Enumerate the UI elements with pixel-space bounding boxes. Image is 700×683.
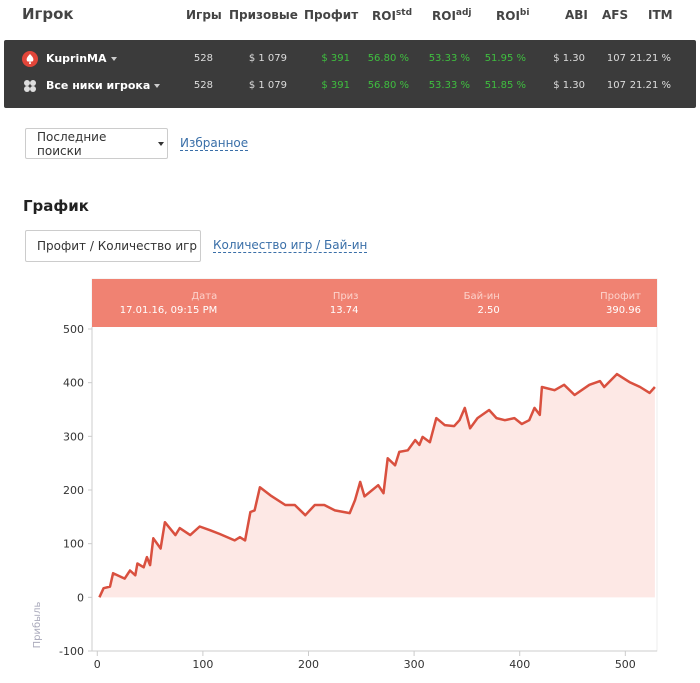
- tooltip-value: 2.50: [477, 305, 500, 316]
- cell: 56.80 %: [367, 53, 409, 64]
- x-tick-label: 200: [298, 658, 319, 671]
- cell: 528: [193, 53, 213, 64]
- header-text: ROI: [496, 9, 520, 23]
- recent-searches-button[interactable]: Последние поиски: [25, 128, 168, 159]
- cell: 51.85 %: [484, 80, 526, 91]
- cell: $ 391: [321, 53, 350, 64]
- tooltip-field: Дата 17.01.16, 09:15 PM: [92, 279, 233, 327]
- header-text: ROI: [372, 9, 396, 23]
- dropdown-arrow: [110, 56, 117, 61]
- nick[interactable]: Все ники игрока: [46, 79, 162, 92]
- site-icon: [22, 51, 38, 67]
- cell: $ 1 079: [248, 53, 287, 64]
- column-header: ROIstd: [372, 8, 412, 23]
- column-header: Игры: [186, 8, 222, 22]
- tooltip-label: Профит: [600, 291, 641, 302]
- cell: $ 1.30: [553, 80, 585, 91]
- favorites-link[interactable]: Избранное: [180, 136, 249, 151]
- nick-name: Все ники игрока: [46, 79, 151, 92]
- tooltip-value: 390.96: [606, 305, 641, 316]
- column-header: Профит: [304, 8, 359, 22]
- tooltip-field: Приз 13.74: [233, 279, 374, 327]
- chart: -100 0 100 200 300 400 500 0 100 200 300 400 500 Приб…: [32, 278, 658, 671]
- cell: 21.21 %: [629, 53, 671, 64]
- tooltip-label: Бай-ин: [463, 291, 500, 302]
- header-sup: adj: [455, 8, 472, 18]
- cell: 107: [606, 80, 626, 91]
- header-sup: std: [395, 8, 413, 18]
- y-axis-label: Прибыль: [32, 602, 43, 649]
- y-tick-label: 0: [77, 591, 84, 604]
- y-tick-label: 100: [63, 538, 84, 551]
- graph-heading: График: [23, 197, 89, 215]
- header-sup: bi: [519, 8, 530, 18]
- tooltip-field: Профит 390.96: [516, 279, 657, 327]
- nick[interactable]: KuprinMA: [46, 52, 119, 65]
- column-header: ROIbi: [496, 8, 529, 23]
- cell: 56.80 %: [367, 80, 409, 91]
- column-header: AFS: [602, 8, 629, 22]
- cell: 107: [606, 53, 626, 64]
- x-tick-label: 500: [615, 658, 636, 671]
- x-tick-label: 300: [404, 658, 425, 671]
- nick-name: KuprinMA: [46, 52, 107, 65]
- y-tick-label: 200: [63, 484, 84, 497]
- column-header: ABI: [565, 8, 588, 22]
- cell: 53.33 %: [428, 53, 470, 64]
- tooltip-value: 13.74: [329, 305, 359, 316]
- column-header: ROIadj: [432, 8, 472, 23]
- header-text: ROI: [432, 9, 456, 23]
- tooltip-field: Бай-ин 2.50: [375, 279, 516, 327]
- cell: 51.95 %: [484, 53, 526, 64]
- y-tick-label: -100: [59, 645, 84, 658]
- tooltip-label: Приз: [332, 291, 359, 302]
- column-header: Призовые: [229, 8, 298, 22]
- column-header: ITM: [648, 8, 673, 22]
- graph-tab[interactable]: Количество игр / Бай-ин: [213, 238, 368, 253]
- x-tick-label: 400: [509, 658, 530, 671]
- area-fill: [99, 374, 655, 598]
- y-tick-label: 400: [63, 377, 84, 390]
- cell: $ 1 079: [248, 80, 287, 91]
- cell: $ 1.30: [553, 53, 585, 64]
- tooltip-value: 17.01.16, 09:15 PM: [119, 305, 218, 316]
- y-tick-label: 300: [63, 430, 84, 443]
- button-label: Последние поиски: [37, 129, 107, 158]
- tooltip-label: Дата: [191, 291, 218, 302]
- all-nicks-icon: [24, 80, 36, 92]
- tooltip: Дата 17.01.16, 09:15 PM Приз 13.74 Бай-ин 2.5…: [92, 279, 657, 327]
- y-tick-label: 500: [63, 323, 84, 336]
- dropdown-arrow: [154, 83, 161, 88]
- x-tick-label: 100: [192, 658, 213, 671]
- cell: 53.33 %: [428, 80, 470, 91]
- cell: 21.21 %: [629, 80, 671, 91]
- graph-tab-active[interactable]: Профит / Количество игр: [25, 230, 201, 262]
- cell: 528: [193, 80, 213, 91]
- cell: $ 391: [321, 80, 350, 91]
- x-tick-label: 0: [94, 658, 101, 671]
- player-table: [4, 40, 696, 108]
- line: [98, 372, 656, 598]
- column-header: Игрок: [22, 5, 74, 23]
- dropdown-arrow: [158, 141, 165, 146]
